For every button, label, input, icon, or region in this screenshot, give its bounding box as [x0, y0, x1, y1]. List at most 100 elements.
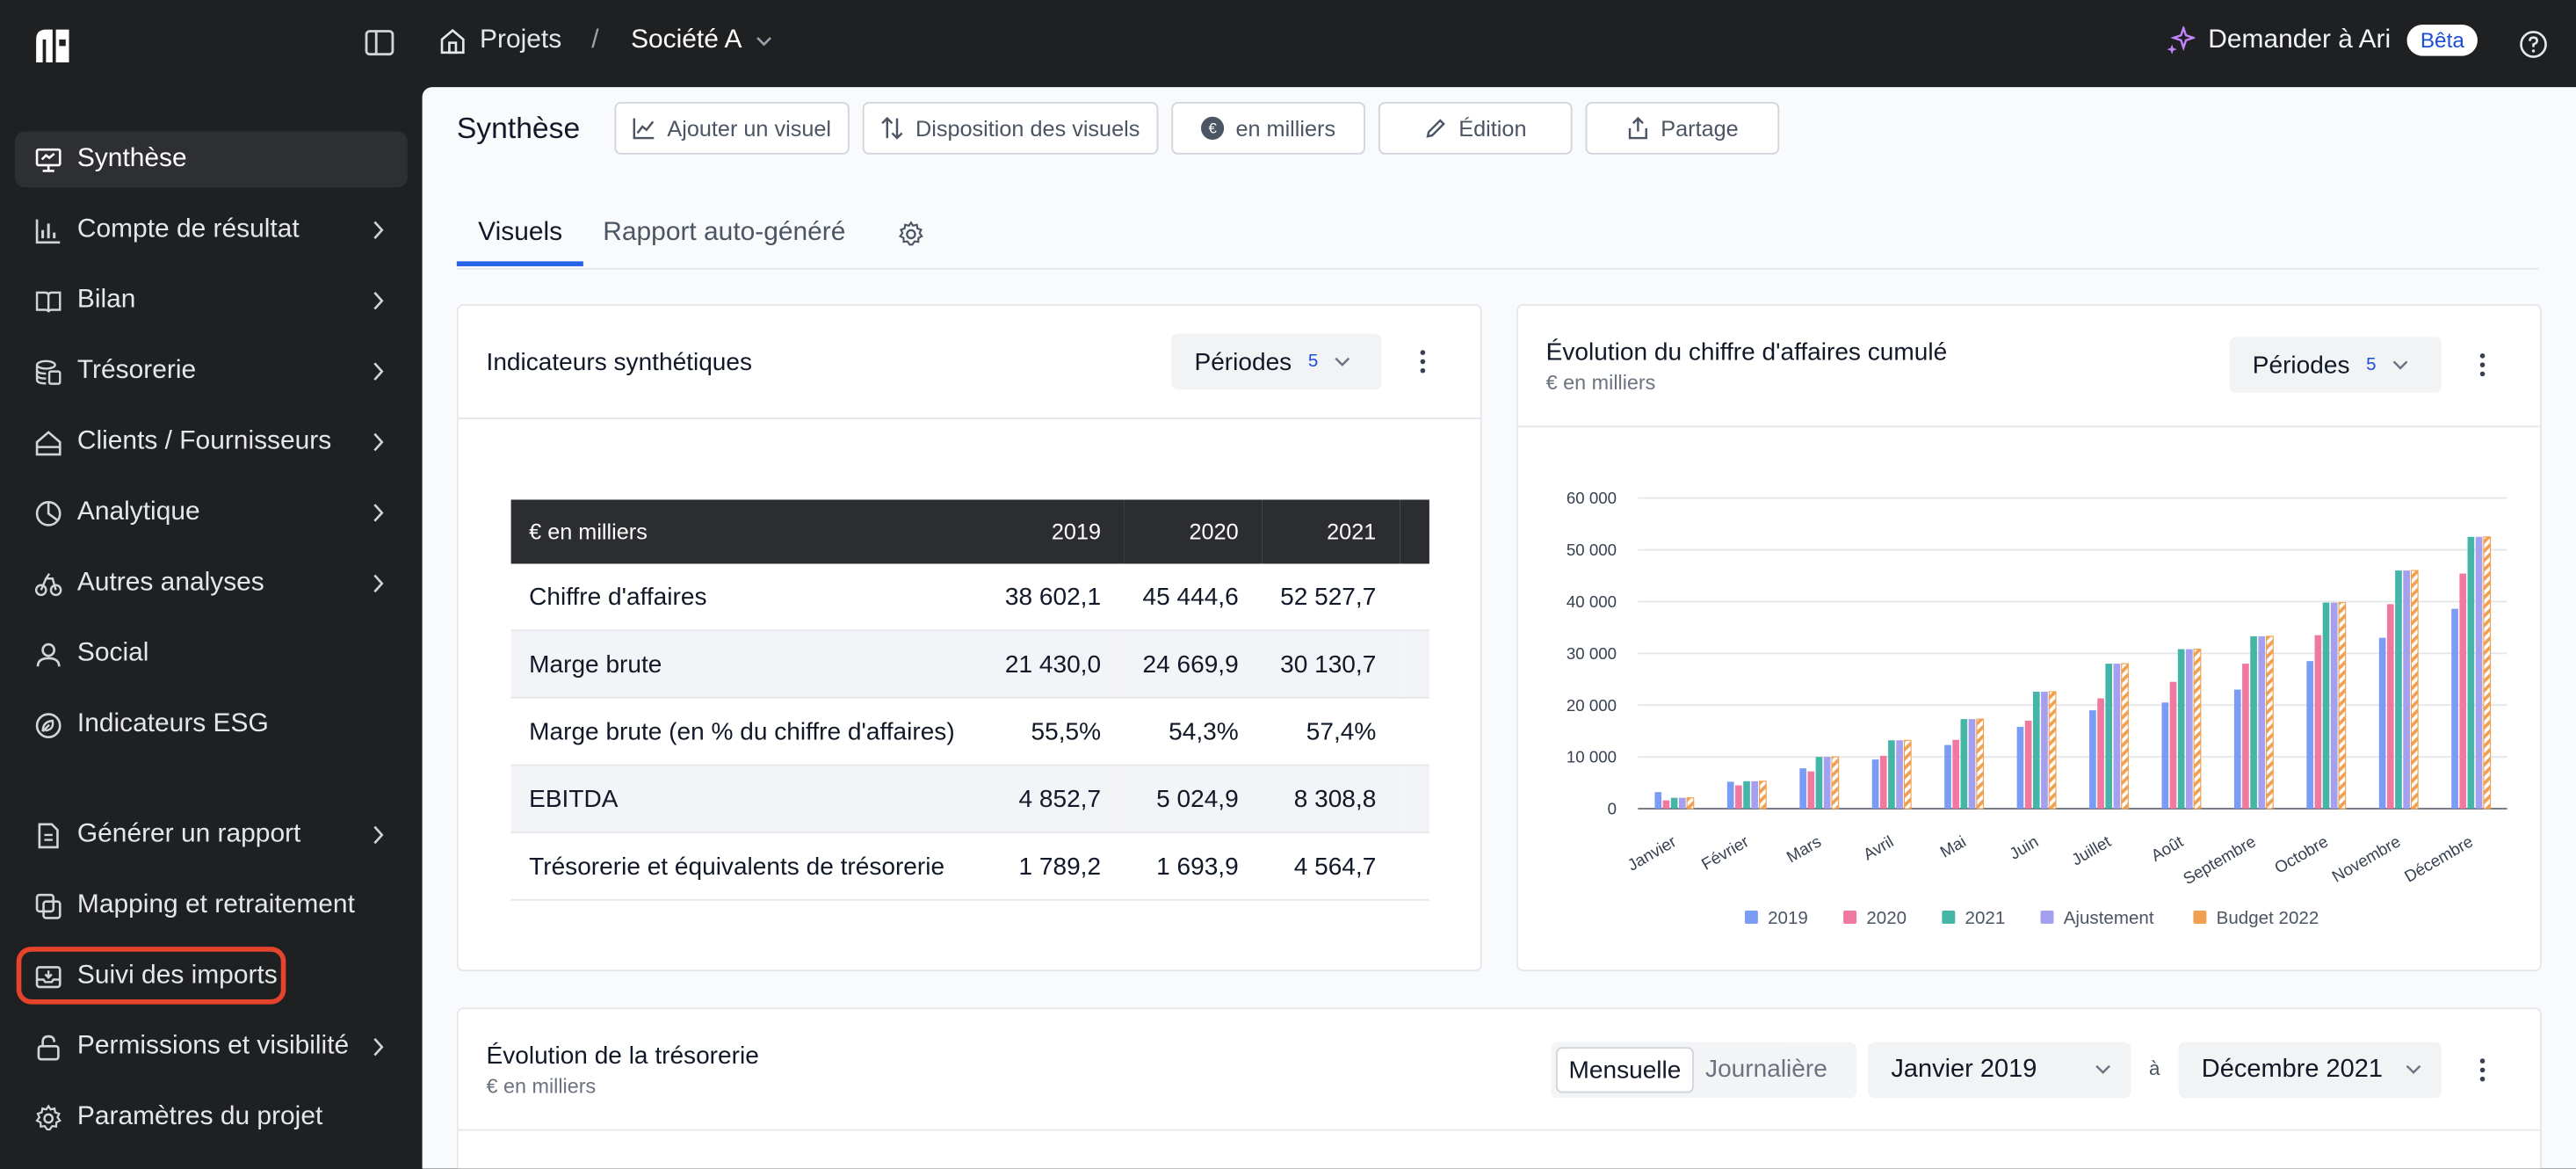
sidebar-item-permissions-et-visibilite[interactable]: Permissions et visibilité	[15, 1019, 408, 1075]
revenue-periods-select[interactable]: Périodes 5	[2229, 337, 2442, 393]
sidebar-item-indicateurs-esg[interactable]: Indicateurs ESG	[15, 697, 408, 753]
sidebar-toggle-icon[interactable]	[365, 30, 394, 56]
chevron-right-icon	[373, 574, 384, 593]
bar	[1976, 718, 1985, 810]
to-period-select[interactable]: Décembre 2021	[2178, 1042, 2442, 1099]
table-cell: 4 852,7	[986, 765, 1125, 834]
chevron-right-icon	[373, 362, 384, 381]
line-chart-icon	[633, 118, 655, 140]
periods-label: Périodes	[2252, 351, 2350, 380]
add-visual-button[interactable]: Ajouter un visuel	[614, 101, 850, 155]
main-content: Synthèse Ajouter un visuel Disposition d…	[422, 87, 2576, 1169]
bar	[2016, 726, 2024, 810]
highlight-annotation	[16, 947, 286, 1005]
lock-icon	[37, 1035, 60, 1061]
legend-swatch	[1942, 910, 1956, 924]
y-tick-label: 60 000	[1567, 489, 1617, 507]
bar	[1686, 797, 1695, 810]
edit-button[interactable]: Édition	[1378, 101, 1573, 155]
bar	[2177, 649, 2185, 810]
card-divider	[458, 1129, 2541, 1131]
table-cell: 4 564,7	[1261, 832, 1400, 901]
bar	[1807, 771, 1815, 810]
layout-button[interactable]: Disposition des visuels	[862, 101, 1159, 155]
periods-count: 5	[2366, 354, 2377, 375]
bar	[2330, 602, 2338, 810]
from-period-select[interactable]: Janvier 2019	[1868, 1042, 2131, 1099]
sidebar-item-compte-de-resultat[interactable]: Compte de résultat	[15, 202, 408, 258]
sidebar-item-label: Permissions et visibilité	[76, 1032, 350, 1061]
sidebar-item-suivi-des-imports[interactable]: Suivi des imports	[15, 948, 408, 1005]
sidebar-item-tresorerie[interactable]: Trésorerie	[15, 344, 408, 400]
breadcrumb-projects[interactable]: Projets	[438, 26, 561, 56]
sidebar-item-parametres-du-projet[interactable]: Paramètres du projet	[15, 1090, 408, 1146]
legend-swatch	[2193, 910, 2207, 924]
bar	[1903, 739, 1912, 810]
bar	[1815, 757, 1823, 810]
mode-monthly-button[interactable]: Mensuelle	[1555, 1047, 1694, 1093]
indicators-title: Indicateurs synthétiques	[486, 348, 753, 377]
sidebar-item-mapping-et-retraitement[interactable]: Mapping et retraitement	[15, 878, 408, 934]
house-icon	[35, 431, 62, 456]
sidebar-item-analytique[interactable]: Analytique	[15, 485, 408, 541]
sidebar-item-label: Social	[76, 639, 149, 668]
sidebar-item-social[interactable]: Social	[15, 626, 408, 682]
sidebar-item-generer-un-rapport[interactable]: Générer un rapport	[15, 807, 408, 863]
bar	[2378, 637, 2386, 810]
bar	[2097, 698, 2104, 810]
bar	[1823, 757, 1831, 810]
logo-icon[interactable]	[33, 26, 72, 63]
sidebar-item-clients-fournisseurs[interactable]: Clients / Fournisseurs	[15, 414, 408, 470]
table-cell: 1 789,2	[986, 832, 1125, 901]
help-icon[interactable]	[2519, 30, 2549, 60]
x-tick-label: Mars	[1784, 831, 1824, 866]
y-tick-label: 40 000	[1567, 592, 1617, 611]
x-tick-label: Avril	[1860, 831, 1897, 863]
tab-rapport[interactable]: Rapport auto-généré	[603, 218, 846, 247]
table-cell	[1399, 697, 1429, 766]
ask-ari-button[interactable]: Demander à Ari Bêta	[2166, 25, 2478, 56]
bar	[2250, 635, 2257, 810]
mode-daily-button[interactable]: Journalière	[1705, 1055, 1827, 1084]
bar	[2193, 649, 2202, 810]
table-cell: .	[1399, 832, 1429, 901]
x-tick-label: Novembre	[2329, 831, 2404, 885]
pie-chart-icon	[35, 500, 62, 526]
sidebar-item-label: Suivi des imports	[76, 961, 278, 990]
euro-icon: €	[1201, 116, 1225, 140]
more-vertical-icon[interactable]	[2479, 1056, 2486, 1083]
bar	[2322, 602, 2330, 810]
share-button[interactable]: Partage	[1585, 101, 1780, 155]
tab-visuels[interactable]: Visuels	[478, 218, 563, 247]
sidebar-item-bilan[interactable]: Bilan	[15, 272, 408, 329]
units-button[interactable]: € en milliers	[1171, 101, 1365, 155]
indicators-card: Indicateurs synthétiques Périodes 5 € en…	[456, 303, 1482, 972]
indicators-periods-select[interactable]: Périodes 5	[1171, 333, 1382, 390]
bar	[1960, 719, 1968, 810]
revenue-subtitle: € en milliers	[1545, 371, 1656, 395]
y-tick-label: 20 000	[1567, 696, 1617, 715]
more-vertical-icon[interactable]	[2479, 352, 2486, 378]
table-cell: 55,5%	[986, 697, 1125, 766]
chevron-right-icon	[373, 432, 384, 452]
table-row: Marge brute (en % du chiffre d'affaires)…	[510, 697, 1429, 766]
legend-label: 2019	[1768, 908, 1808, 928]
chevron-down-icon	[2393, 359, 2409, 369]
more-vertical-icon[interactable]	[1420, 348, 1426, 374]
pencil-icon	[1426, 119, 1445, 138]
bar	[2089, 710, 2096, 810]
bar	[2459, 573, 2467, 810]
bar	[2113, 664, 2121, 810]
y-tick-label: 10 000	[1567, 748, 1617, 766]
breadcrumb-company[interactable]: Société A	[631, 26, 771, 56]
sidebar-item-label: Trésorerie	[76, 356, 197, 385]
bar	[1968, 719, 1976, 810]
share-icon	[1628, 116, 1647, 140]
sidebar-item-synthese[interactable]: Synthèse	[14, 131, 408, 188]
sidebar-item-label: Mapping et retraitement	[76, 890, 355, 919]
x-tick-label: Octobre	[2271, 831, 2331, 876]
sidebar-item-autres-analyses[interactable]: Autres analyses	[15, 555, 408, 612]
gear-icon[interactable]	[897, 221, 925, 249]
bar	[2467, 536, 2475, 810]
bar	[1888, 740, 1895, 810]
